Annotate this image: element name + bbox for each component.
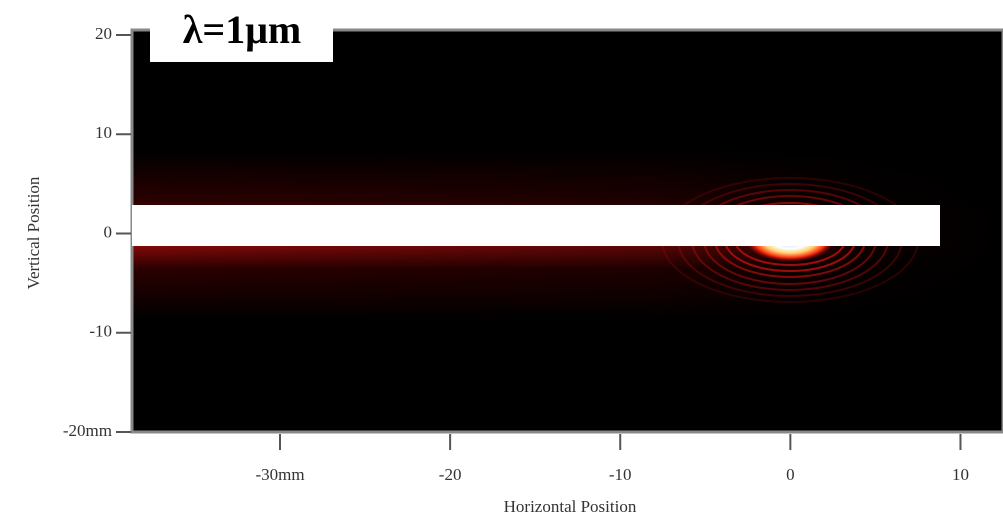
y-tick-label: 0	[104, 222, 113, 241]
y-tick-label: 20	[95, 24, 112, 43]
annotation: λ=1μm	[183, 7, 301, 52]
redaction	[132, 205, 940, 246]
annotation-box	[150, 8, 333, 62]
x-axis-label: Horizontal Position	[504, 497, 637, 516]
x-tick-label: 10	[952, 465, 969, 484]
x-tick-label: -20	[439, 465, 462, 484]
y-tick-label: 10	[95, 123, 112, 142]
x-tick-label: 0	[786, 465, 795, 484]
y-axis-label: Vertical Position	[24, 176, 43, 289]
x-tick-label: -10	[609, 465, 632, 484]
y-tick-label: -20mm	[63, 421, 112, 440]
y-tick-label: -10	[89, 322, 112, 341]
x-tick-label: -30mm	[255, 465, 304, 484]
